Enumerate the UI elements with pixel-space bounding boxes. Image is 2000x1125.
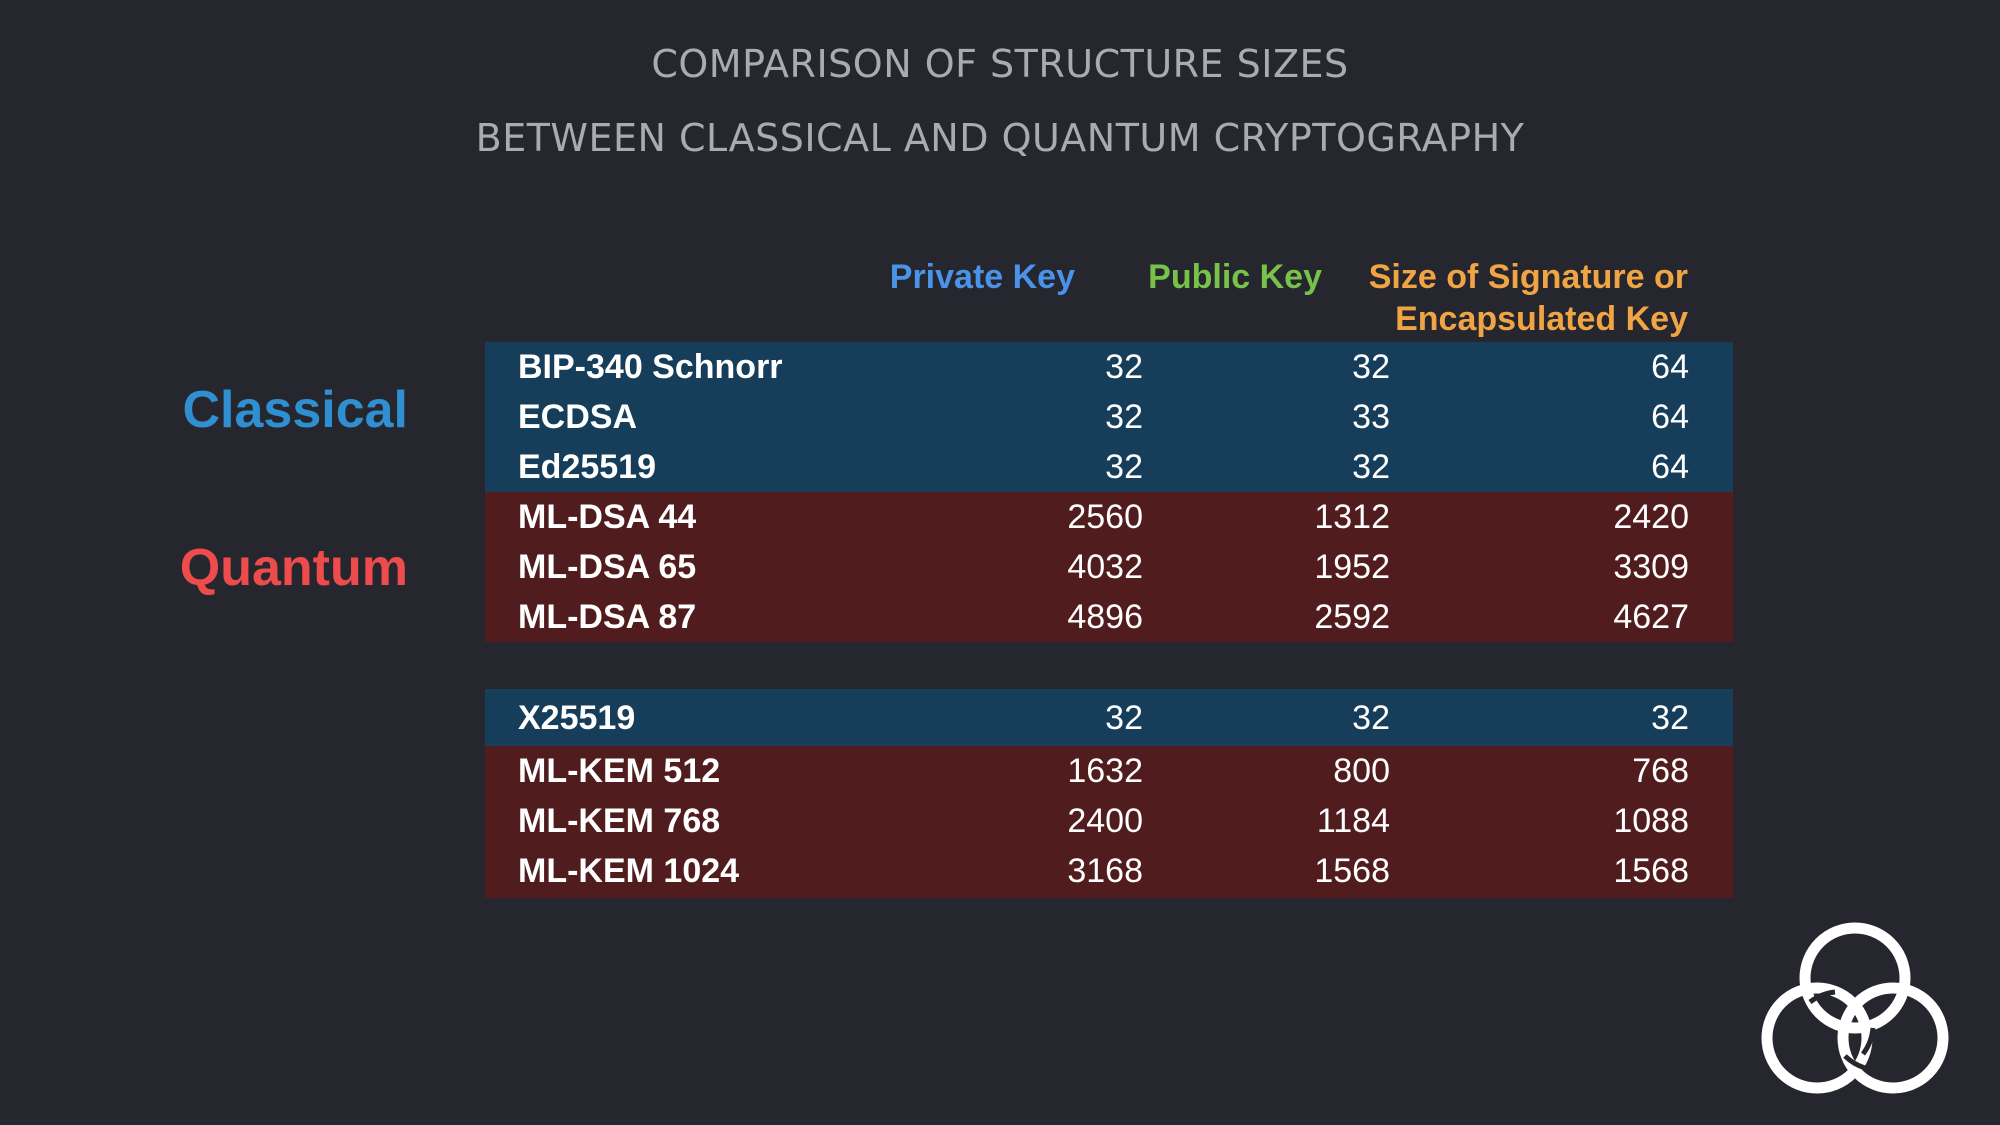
private-key-size: 32	[1105, 348, 1143, 386]
encapsulated-key-size: 768	[1632, 752, 1689, 790]
encapsulated-key-size: 1568	[1613, 852, 1689, 890]
algorithm-name: ECDSA	[518, 398, 638, 436]
algorithm-name: X25519	[518, 699, 636, 737]
signature-size: 3309	[1613, 548, 1689, 586]
table-row: ML-KEM 1024 3168 1568 1568	[485, 846, 1733, 898]
column-header-private-key: Private Key	[889, 258, 1075, 296]
private-key-size: 1632	[1067, 752, 1143, 790]
private-key-size: 2400	[1067, 802, 1143, 840]
private-key-size: 4032	[1067, 548, 1143, 586]
algorithm-name: ML-KEM 1024	[518, 852, 740, 890]
public-key-size: 33	[1352, 398, 1390, 436]
column-header-size-line-2: Encapsulated Key	[1395, 300, 1688, 338]
signature-size: 64	[1651, 398, 1689, 436]
private-key-size: 32	[1105, 699, 1143, 737]
algorithm-name: Ed25519	[518, 448, 656, 486]
public-key-size: 32	[1352, 348, 1390, 386]
algorithm-name: ML-DSA 87	[518, 598, 697, 636]
table-row: Ed25519 32 32 64	[485, 442, 1733, 492]
signature-size: 64	[1651, 448, 1689, 486]
private-key-size: 32	[1105, 398, 1143, 436]
table-row: ML-KEM 512 1632 800 768	[485, 746, 1733, 796]
signature-table: BIP-340 Schnorr 32 32 64 ECDSA 32 33 64 …	[485, 342, 1733, 642]
signature-size: 4627	[1613, 598, 1689, 636]
public-key-size: 2592	[1314, 598, 1390, 636]
public-key-size: 32	[1352, 699, 1390, 737]
private-key-size: 3168	[1067, 852, 1143, 890]
table-row: ML-DSA 65 4032 1952 3309	[485, 542, 1733, 592]
encapsulated-key-size: 32	[1651, 699, 1689, 737]
algorithm-name: ML-DSA 65	[518, 548, 697, 586]
table-row: ML-KEM 768 2400 1184 1088	[485, 796, 1733, 846]
kem-table: X25519 32 32 32 ML-KEM 512 1632 800 768 …	[485, 689, 1733, 898]
algorithm-name: ML-KEM 768	[518, 802, 721, 840]
column-header-size-line-1: Size of Signature or	[1368, 258, 1688, 296]
private-key-size: 2560	[1067, 498, 1143, 536]
private-key-size: 32	[1105, 448, 1143, 486]
title-line-1: COMPARISON OF STRUCTURE SIZES	[651, 42, 1349, 86]
public-key-size: 1312	[1314, 498, 1390, 536]
title-line-2: BETWEEN CLASSICAL AND QUANTUM CRYPTOGRAP…	[475, 116, 1525, 160]
public-key-size: 1952	[1314, 548, 1390, 586]
algorithm-name: BIP-340 Schnorr	[518, 348, 783, 386]
column-header-public-key: Public Key	[1148, 258, 1322, 296]
column-header-size: Size of Signature or Encapsulated Key	[1268, 256, 1688, 340]
table-row: ML-DSA 44 2560 1312 2420	[485, 492, 1733, 542]
private-key-size: 4896	[1067, 598, 1143, 636]
public-key-size: 800	[1333, 752, 1390, 790]
encapsulated-key-size: 1088	[1613, 802, 1689, 840]
algorithm-name: ML-DSA 44	[518, 498, 697, 536]
public-key-size: 1184	[1316, 802, 1390, 840]
signature-size: 2420	[1613, 498, 1689, 536]
signature-size: 64	[1651, 348, 1689, 386]
classical-label: Classical	[182, 381, 409, 439]
algorithm-name: ML-KEM 512	[518, 752, 721, 790]
table-row: X25519 32 32 32	[485, 689, 1733, 746]
interlocking-rings-logo	[1761, 922, 1949, 1094]
table-row: ECDSA 32 33 64	[485, 392, 1733, 442]
table-row: BIP-340 Schnorr 32 32 64	[485, 342, 1733, 392]
quantum-label: Quantum	[179, 539, 408, 597]
table-row: ML-DSA 87 4896 2592 4627	[485, 592, 1733, 642]
public-key-size: 1568	[1314, 852, 1390, 890]
public-key-size: 32	[1352, 448, 1390, 486]
